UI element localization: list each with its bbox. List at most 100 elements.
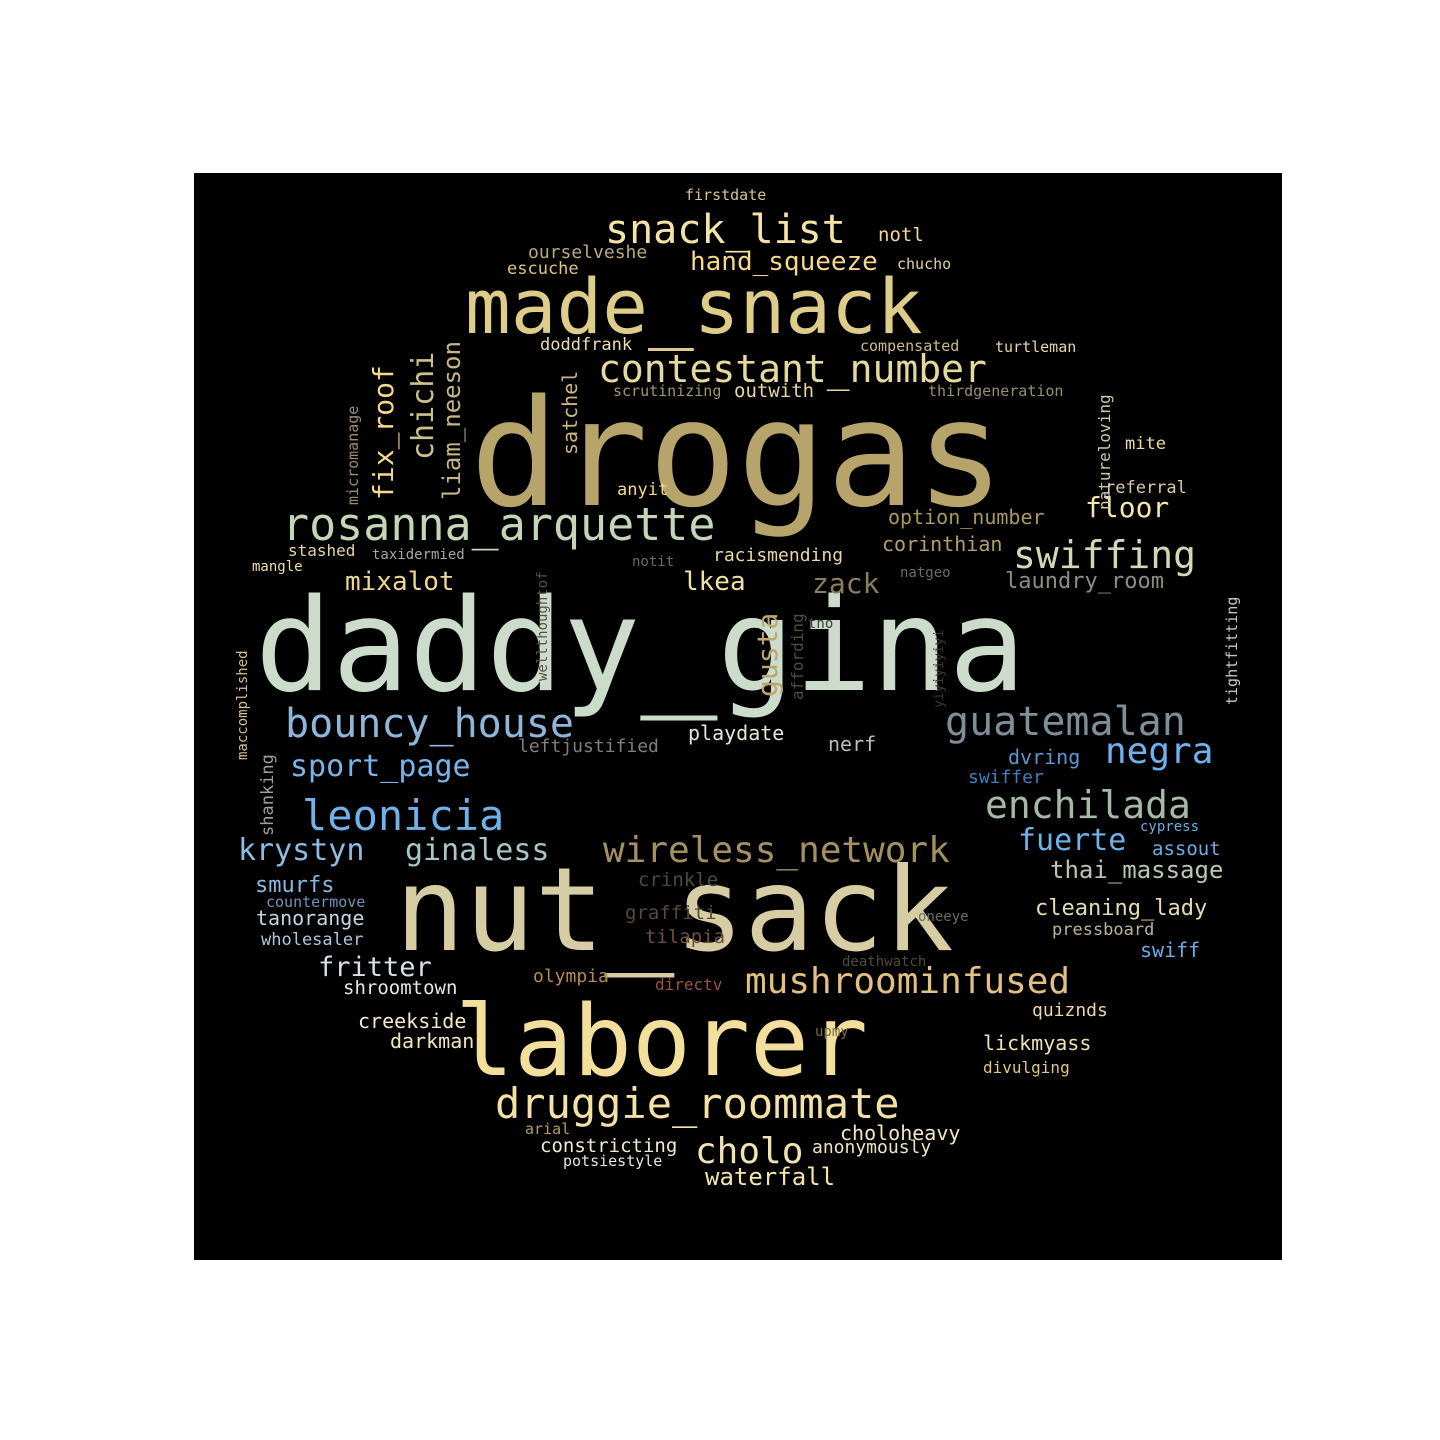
word-thirdgeneration: thirdgeneration xyxy=(928,382,1063,400)
word-waterfall: waterfall xyxy=(705,1163,835,1191)
word-ourselveshe: ourselveshe xyxy=(528,242,647,263)
word-laundry-room: laundry_room xyxy=(1005,569,1164,594)
word-lkea: lkea xyxy=(683,567,746,597)
word-guatemalan: guatemalan xyxy=(945,699,1186,745)
word-swiffing: swiffing xyxy=(1013,533,1196,577)
word-crinkle: crinkle xyxy=(638,869,718,891)
word-deathwatch: deathwatch xyxy=(842,954,926,970)
word-bouncy-house: bouncy_house xyxy=(285,701,574,747)
word-snack-list: snack_list xyxy=(605,207,846,253)
word-olympia: olympia xyxy=(533,966,609,987)
word-mangle: mangle xyxy=(252,559,303,575)
word-ginaless: ginaless xyxy=(405,833,550,868)
word-hand-squeeze: hand_squeeze xyxy=(690,247,878,277)
word-potsiestyle: potsiestyle xyxy=(563,1152,662,1170)
word-referral: referral xyxy=(1105,478,1187,498)
word-tilapia: tilapia xyxy=(645,926,725,948)
word-floor: floor xyxy=(1085,491,1169,524)
word-arial: arial xyxy=(525,1120,570,1138)
word-swiff: swiff xyxy=(1140,938,1200,962)
word-playdate: playdate xyxy=(688,721,784,745)
word-racismending: racismending xyxy=(713,545,843,566)
word-zack: zack xyxy=(812,567,880,600)
word-made-snack: made_snack xyxy=(465,262,923,351)
word-contestant-number: contestant_number xyxy=(598,347,987,392)
word-upmy: upmy xyxy=(815,1024,849,1040)
word-doddfrank: doddfrank xyxy=(540,335,632,355)
word-tno: tno xyxy=(808,616,833,632)
word-divulging: divulging xyxy=(983,1058,1070,1077)
word-rosanna-arquette: rosanna_arquette xyxy=(282,498,715,551)
word-leftjustified: leftjustified xyxy=(518,736,659,757)
word-leonicia: leonicia xyxy=(302,791,504,840)
word-cloud-background xyxy=(194,173,1282,1260)
word-cholo: cholo xyxy=(695,1131,803,1172)
word-yiyiyiyiyi: yiyiyiyiyi xyxy=(932,630,947,708)
word-negra: negra xyxy=(1105,731,1213,772)
word-micromanage: micromanage xyxy=(344,406,362,505)
word-krystyn: krystyn xyxy=(238,833,364,868)
word-option-number: option_number xyxy=(888,505,1045,529)
word-turtleman: turtleman xyxy=(995,338,1076,356)
word-tightfitting: tightfitting xyxy=(1223,597,1241,705)
word-sport-page: sport_page xyxy=(290,749,471,784)
word-nerf: nerf xyxy=(828,732,876,756)
word-cypress: cypress xyxy=(1140,819,1199,835)
word-affording: affording xyxy=(788,613,807,700)
word-wellthoughtof: wellthoughtof xyxy=(535,571,551,681)
word-dvring: dvring xyxy=(1008,745,1080,769)
word-creekside: creekside xyxy=(358,1009,466,1033)
word-stashed: stashed xyxy=(288,541,355,560)
word-chichi: chichi xyxy=(406,352,441,460)
word-lickmyass: lickmyass xyxy=(983,1031,1091,1055)
word-enchilada: enchilada xyxy=(985,783,1191,827)
word-anonymously: anonymously xyxy=(812,1137,931,1158)
word-notl: notl xyxy=(878,224,924,246)
word-escuche: escuche xyxy=(507,259,579,279)
word-assout: assout xyxy=(1152,838,1221,860)
word-maccomplished: maccomplished xyxy=(235,650,251,760)
word-drogas: drogas xyxy=(470,368,1005,540)
word-cleaning-lady: cleaning_lady xyxy=(1035,896,1207,921)
word-liam-neeson: liam_neeson xyxy=(438,341,466,500)
word-nut-sack: nut_sack xyxy=(395,843,954,978)
word-directv: directv xyxy=(655,975,722,994)
word-swiffer: swiffer xyxy=(968,767,1044,788)
word-corinthian: corinthian xyxy=(882,532,1002,556)
word-fritter: fritter xyxy=(318,952,432,983)
word-shanking: shanking xyxy=(258,754,278,836)
word-natureloving: natureloving xyxy=(1095,394,1114,510)
word-mushroominfused: mushroominfused xyxy=(745,961,1070,1002)
word-graffiti: graffiti xyxy=(625,902,717,924)
word-tanorange: tanorange xyxy=(256,906,364,930)
word-thai-massage: thai_massage xyxy=(1050,856,1223,884)
word-oneeye: oneeye xyxy=(918,909,969,925)
word-mite: mite xyxy=(1125,434,1166,454)
word-quiznds: quiznds xyxy=(1032,1000,1108,1021)
word-smurfs: smurfs xyxy=(255,873,334,898)
word-mixalot: mixalot xyxy=(345,567,455,597)
word-countermove: countermove xyxy=(266,893,365,911)
word-laborer: laborer xyxy=(455,985,868,1099)
word-druggie-roommate: druggie_roommate xyxy=(495,1079,900,1128)
word-wireless-network: wireless_network xyxy=(603,830,950,871)
word-pressboard: pressboard xyxy=(1052,920,1154,940)
word-taxidermied: taxidermied xyxy=(372,547,465,563)
word-compensated: compensated xyxy=(860,337,959,355)
word-fix-roof: fix_roof xyxy=(367,365,401,500)
word-choloheavy: choloheavy xyxy=(840,1121,960,1145)
word-satchel: satchel xyxy=(558,371,582,455)
word-outwith: outwith xyxy=(734,380,814,402)
word-chucho: chucho xyxy=(897,255,951,273)
word-notit: notit xyxy=(632,554,674,570)
word-natgeo: natgeo xyxy=(900,565,951,581)
word-shroomtown: shroomtown xyxy=(343,977,457,999)
word-daddy-gina: daddy_gina xyxy=(255,572,1026,721)
word-anyit: anyit xyxy=(617,480,668,500)
word-fuerte: fuerte xyxy=(1018,823,1126,858)
word-scrutinizing: scrutinizing xyxy=(613,382,721,400)
word-constricting: constricting xyxy=(540,1135,677,1157)
word-darkman: darkman xyxy=(390,1029,474,1053)
word-wholesaler: wholesaler xyxy=(261,930,363,950)
